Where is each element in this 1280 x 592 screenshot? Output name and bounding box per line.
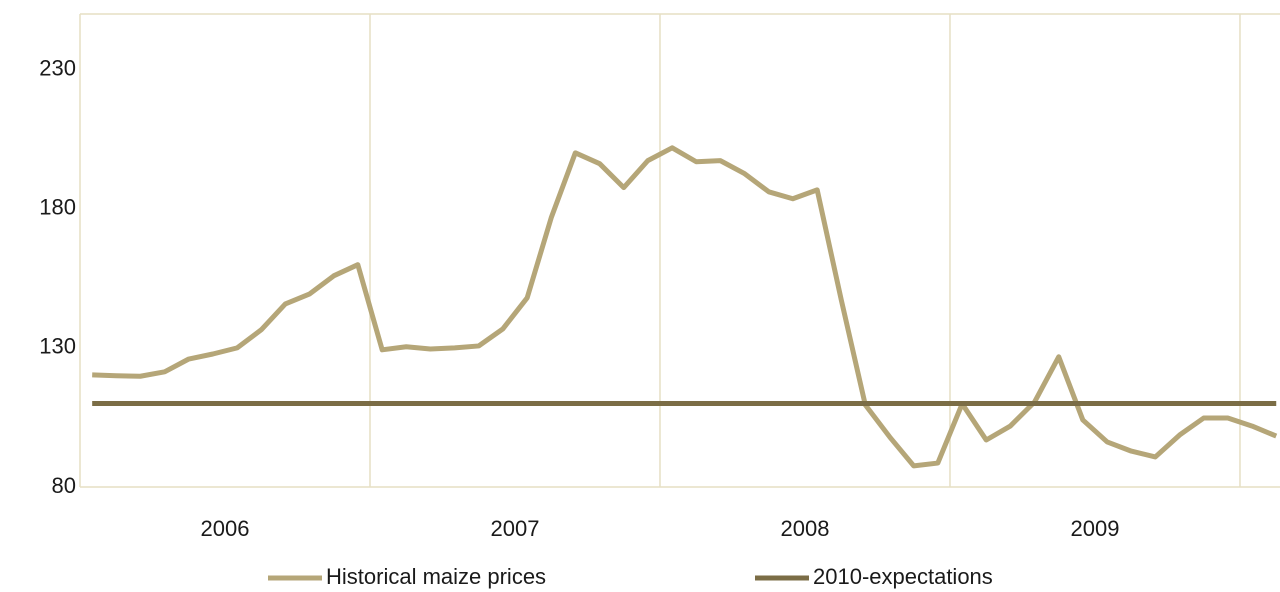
x-tick-label: 2007 [491,516,540,541]
y-tick-label: 230 [39,55,76,80]
legend-label: 2010-expectations [813,564,993,589]
x-tick-label: 2006 [201,516,250,541]
x-tick-label: 2008 [781,516,830,541]
legend-label: Historical maize prices [326,564,546,589]
y-tick-label: 80 [52,473,76,498]
y-tick-label: 180 [39,195,76,220]
y-tick-label: 130 [39,334,76,359]
series-line [92,145,1278,469]
x-tick-label: 2009 [1071,516,1120,541]
